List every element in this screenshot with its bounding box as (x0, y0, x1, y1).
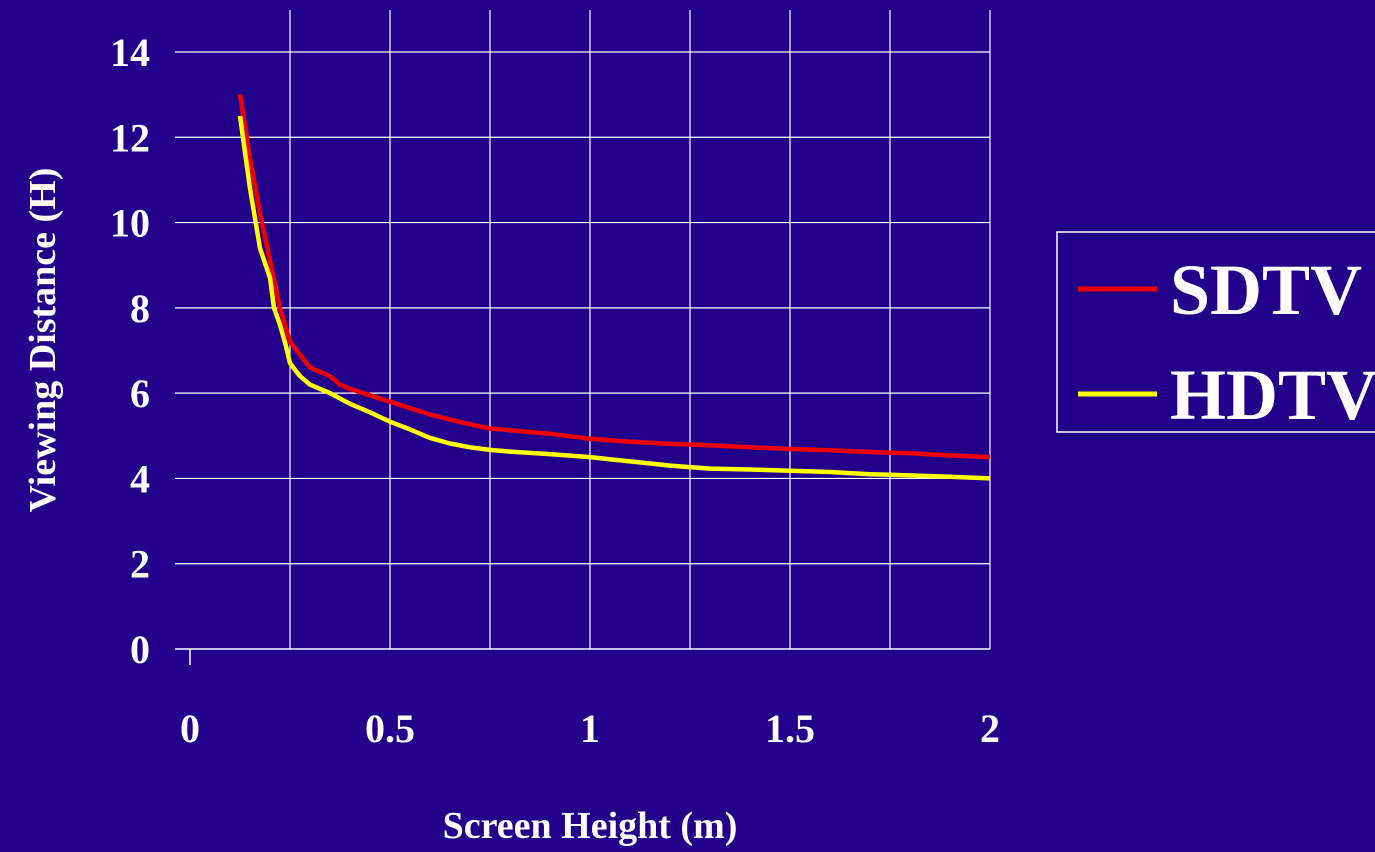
x-tick-label: 0 (180, 706, 200, 751)
axes (175, 648, 990, 665)
legend: SDTV HDTV (1056, 231, 1375, 435)
x-axis-title: Screen Height (m) (443, 805, 738, 847)
y-tick-label: 6 (130, 371, 150, 416)
series-lines (237, 94, 991, 481)
x-tick-label: 2 (980, 706, 1000, 751)
y-tick-label: 4 (130, 456, 150, 501)
legend-box (1056, 231, 1375, 433)
series-line-hdtv (237, 115, 991, 481)
y-axis-title: Viewing Distance (H) (22, 168, 64, 513)
x-tick-label: 1.5 (765, 706, 815, 751)
y-tick-label: 14 (110, 30, 150, 75)
x-tick-labels: 0 0.5 1 1.5 2 (180, 706, 1000, 751)
y-tick-labels: 0 2 4 6 8 10 12 14 (110, 30, 150, 672)
y-tick-label: 2 (130, 542, 150, 587)
x-tick-label: 1 (580, 706, 600, 751)
grid (175, 10, 991, 649)
y-tick-label: 8 (130, 286, 150, 331)
series-line-sdtv (237, 94, 991, 460)
y-tick-label: 0 (130, 627, 150, 672)
legend-label-hdtv: HDTV (1170, 355, 1375, 435)
x-tick-label: 0.5 (365, 706, 415, 751)
y-tick-label: 10 (110, 201, 150, 246)
legend-label-sdtv: SDTV (1170, 250, 1362, 330)
y-tick-label: 12 (110, 115, 150, 160)
